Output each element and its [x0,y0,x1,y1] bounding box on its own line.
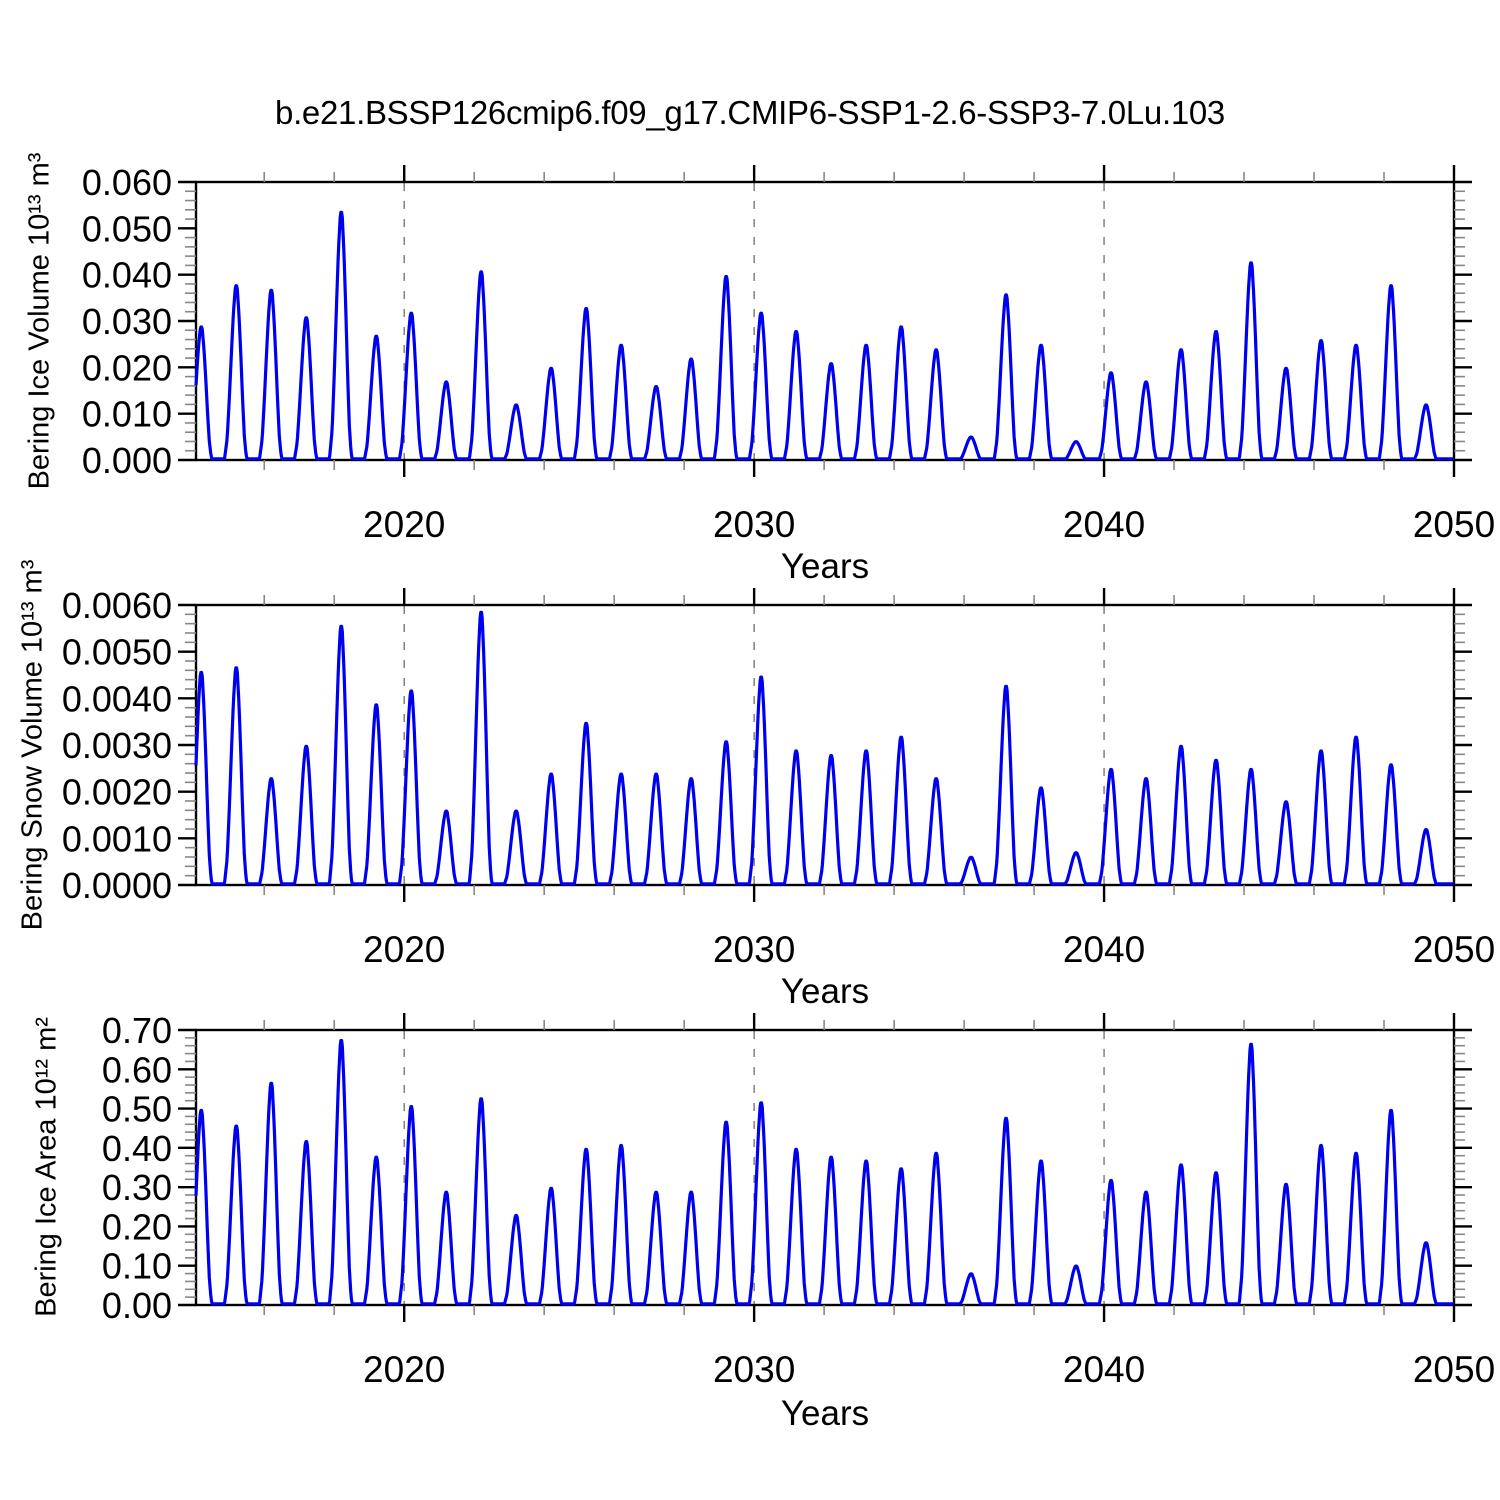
x-axis-title-panel-1: Years [780,547,870,586]
x-tick-label: 2030 [713,1349,795,1390]
x-tick-label: 2020 [363,504,445,545]
y-tick-label: 0.050 [82,208,172,249]
x-axis-title-panel-3: Years [780,1394,870,1433]
y-axis-title-ice-volume: Bering Ice Volume 10¹³ m³ [23,152,56,490]
x-tick-label: 2050 [1413,929,1495,970]
y-tick-label: 0.0000 [62,865,172,906]
y-axis-title-ice-area: Bering Ice Area 10¹² m² [30,1017,63,1317]
y-tick-label: 0.00 [102,1285,172,1326]
y-tick-label: 0.60 [102,1049,172,1090]
y-tick-label: 0.10 [102,1246,172,1287]
y-tick-label: 0.010 [82,394,172,435]
series-line-ice-area [194,1038,1455,1306]
y-tick-label: 0.40 [102,1128,172,1169]
x-tick-label: 2020 [363,929,445,970]
x-tick-label: 2050 [1413,504,1495,545]
x-tick-label: 2030 [713,929,795,970]
y-tick-label: 0.0010 [62,818,172,859]
y-tick-label: 0.040 [82,255,172,296]
y-tick-label: 0.060 [82,162,172,203]
y-tick-label: 0.0020 [62,772,172,813]
y-tick-label: 0.50 [102,1089,172,1130]
y-tick-label: 0.30 [102,1167,172,1208]
figure-title: b.e21.BSSP126cmip6.f09_g17.CMIP6-SSP1-2.… [275,94,1225,131]
series-line-snow-volume [194,610,1455,886]
y-tick-label: 0.0060 [62,585,172,626]
y-tick-label: 0.20 [102,1206,172,1247]
x-tick-label: 2040 [1063,504,1145,545]
x-axis-title-panel-2: Years [780,972,870,1011]
y-tick-label: 0.0040 [62,678,172,719]
x-tick-label: 2030 [713,504,795,545]
x-tick-label: 2040 [1063,1349,1145,1390]
x-tick-label: 2040 [1063,929,1145,970]
y-tick-label: 0.0030 [62,725,172,766]
series-line-ice-volume [194,210,1455,461]
x-tick-label: 2020 [363,1349,445,1390]
y-tick-label: 0.030 [82,301,172,342]
y-tick-label: 0.0050 [62,632,172,673]
y-axis-title-snow-volume: Bering Snow Volume 10¹³ m³ [16,559,49,931]
y-tick-label: 0.000 [82,440,172,481]
y-tick-label: 0.020 [82,347,172,388]
y-tick-label: 0.70 [102,1010,172,1051]
x-tick-label: 2050 [1413,1349,1495,1390]
